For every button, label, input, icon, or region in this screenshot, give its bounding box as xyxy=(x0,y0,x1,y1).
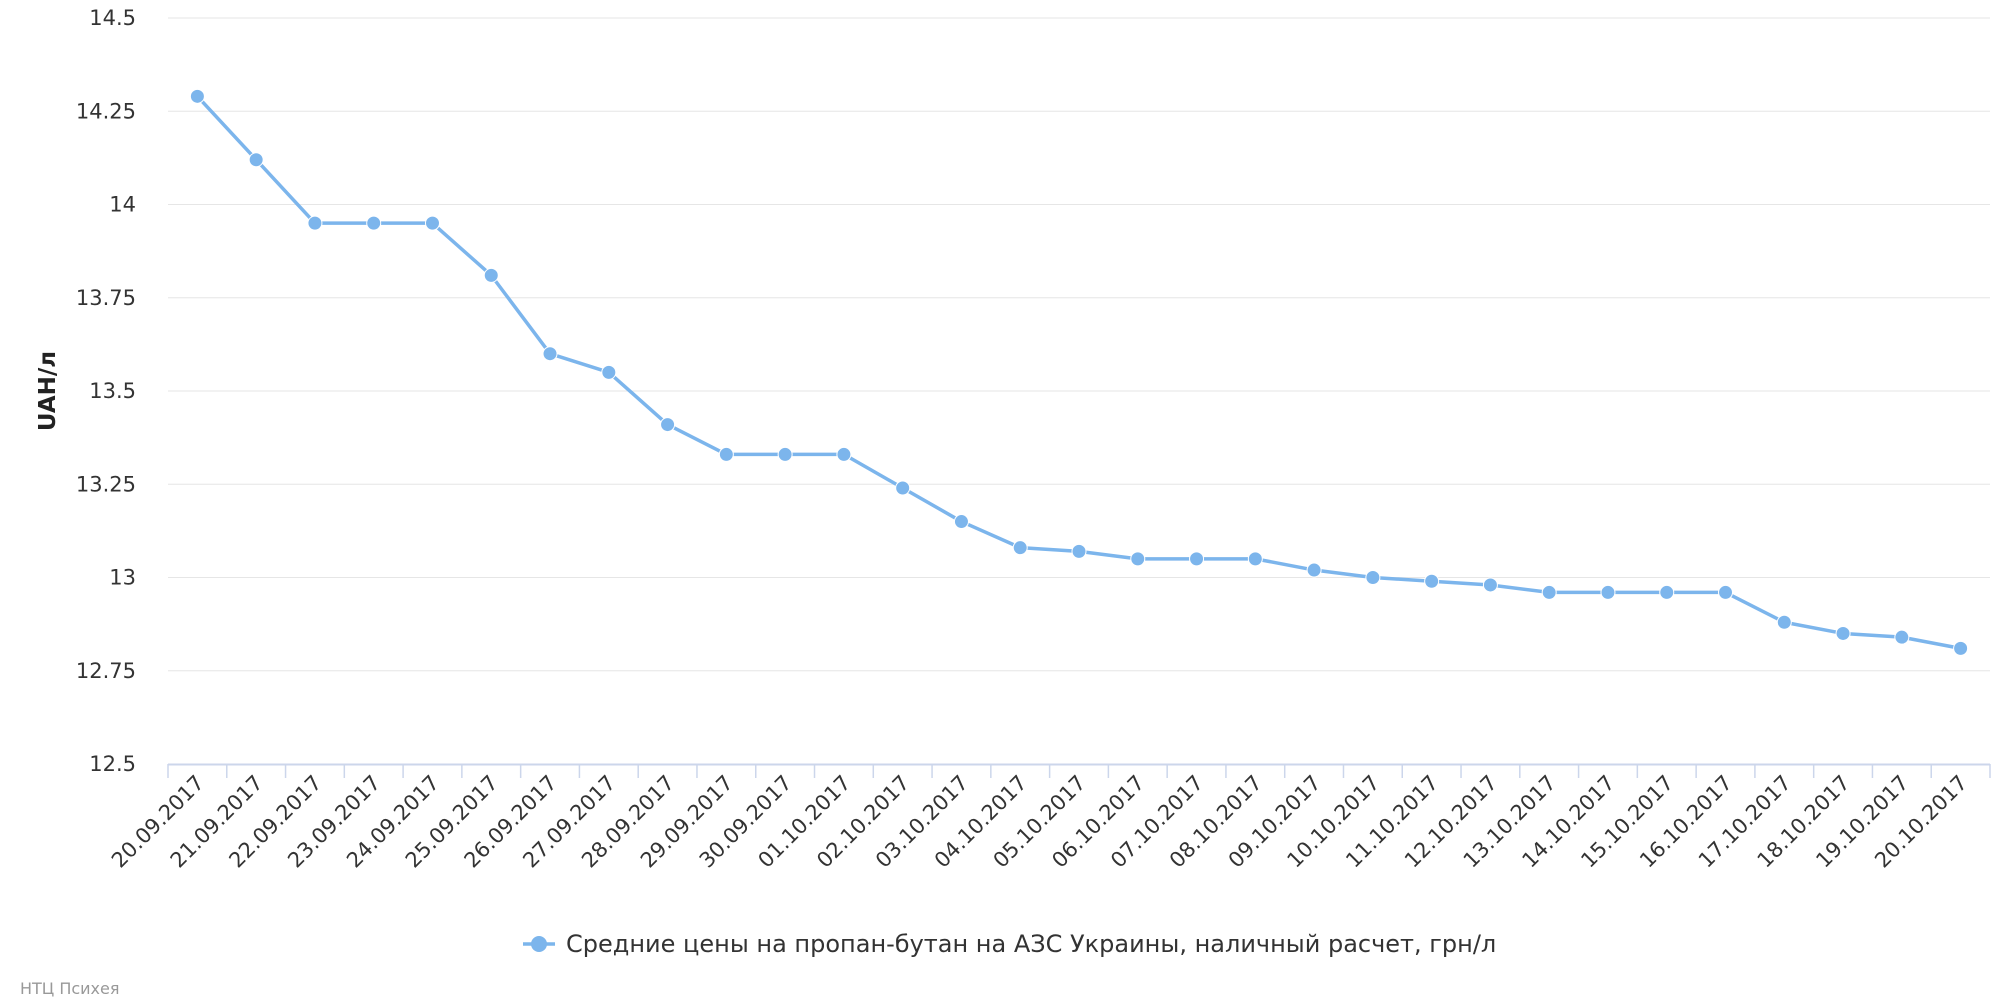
legend[interactable]: Средние цены на пропан-бутан на АЗС Укра… xyxy=(523,930,1496,958)
x-axis: 20.09.201721.09.201722.09.201723.09.2017… xyxy=(107,763,1991,873)
data-point xyxy=(1247,551,1263,567)
data-point xyxy=(483,267,499,283)
data-point xyxy=(542,346,558,362)
data-point xyxy=(1482,577,1498,593)
y-tick-label: 14 xyxy=(109,193,136,217)
data-point xyxy=(424,215,440,231)
y-tick-label: 13 xyxy=(109,566,136,590)
y-tick-label: 13.75 xyxy=(76,286,136,310)
y-tick-label: 14.5 xyxy=(89,6,136,30)
data-point xyxy=(1130,551,1146,567)
series-line xyxy=(195,94,1963,651)
data-point xyxy=(1776,614,1792,630)
data-point xyxy=(1424,573,1440,589)
data-point xyxy=(248,152,264,168)
data-point xyxy=(1365,570,1381,585)
y-tick-label: 13.5 xyxy=(89,379,136,403)
legend-symbol-marker xyxy=(531,936,547,952)
data-point xyxy=(1071,543,1087,559)
y-tick-label: 12.5 xyxy=(89,752,136,776)
data-point xyxy=(1894,629,1910,645)
series-group xyxy=(189,88,1969,656)
data-point xyxy=(1541,584,1557,600)
data-point xyxy=(953,514,969,530)
data-point xyxy=(1189,551,1205,567)
data-point xyxy=(836,446,852,462)
data-point xyxy=(718,446,734,462)
data-point xyxy=(366,215,382,231)
grid-lines xyxy=(168,17,1990,672)
data-point xyxy=(895,480,911,496)
y-tick-label: 14.25 xyxy=(76,99,136,123)
data-point xyxy=(1953,640,1969,656)
data-point xyxy=(307,215,323,231)
data-point xyxy=(1012,540,1028,556)
y-tick-label: 13.25 xyxy=(76,472,136,496)
data-point xyxy=(1659,584,1675,600)
data-point xyxy=(1835,625,1851,641)
data-point xyxy=(1306,562,1322,578)
y-axis-label: UAH/л xyxy=(35,351,61,431)
legend-label[interactable]: Средние цены на пропан-бутан на АЗС Укра… xyxy=(566,930,1496,958)
data-point xyxy=(189,88,205,104)
data-point xyxy=(1600,584,1616,600)
y-axis-ticks: 14.5 14.25 14 13.75 13.5 13.25 13 12.75 12.5 xyxy=(76,6,136,776)
credits-text[interactable]: НТЦ Психея xyxy=(20,979,119,998)
data-point xyxy=(1718,584,1734,600)
data-point xyxy=(601,364,617,380)
data-point xyxy=(660,417,676,433)
data-point xyxy=(777,446,793,462)
y-tick-label: 12.75 xyxy=(76,659,136,683)
